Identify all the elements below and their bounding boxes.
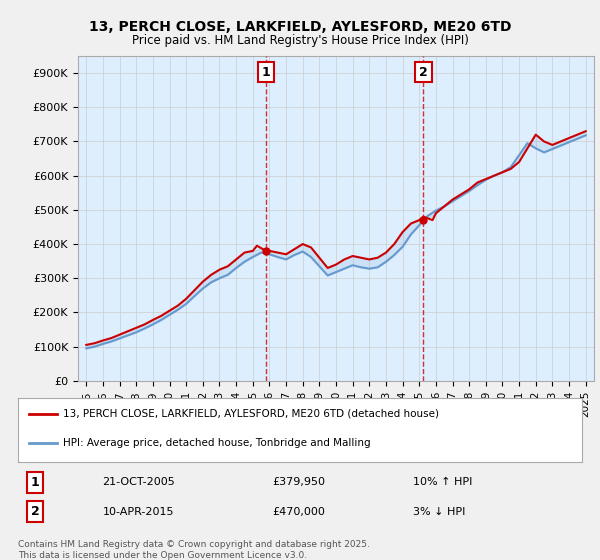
Text: Price paid vs. HM Land Registry's House Price Index (HPI): Price paid vs. HM Land Registry's House … bbox=[131, 34, 469, 46]
Text: 10-APR-2015: 10-APR-2015 bbox=[103, 507, 174, 517]
Text: 3% ↓ HPI: 3% ↓ HPI bbox=[413, 507, 465, 517]
Text: 13, PERCH CLOSE, LARKFIELD, AYLESFORD, ME20 6TD (detached house): 13, PERCH CLOSE, LARKFIELD, AYLESFORD, M… bbox=[63, 409, 439, 419]
Text: 13, PERCH CLOSE, LARKFIELD, AYLESFORD, ME20 6TD: 13, PERCH CLOSE, LARKFIELD, AYLESFORD, M… bbox=[89, 20, 511, 34]
Text: 2: 2 bbox=[31, 505, 39, 518]
Text: 2: 2 bbox=[419, 66, 428, 79]
Text: £470,000: £470,000 bbox=[272, 507, 325, 517]
Text: 1: 1 bbox=[31, 476, 39, 489]
Text: Contains HM Land Registry data © Crown copyright and database right 2025.
This d: Contains HM Land Registry data © Crown c… bbox=[18, 540, 370, 560]
Text: 21-OCT-2005: 21-OCT-2005 bbox=[103, 477, 175, 487]
Text: HPI: Average price, detached house, Tonbridge and Malling: HPI: Average price, detached house, Tonb… bbox=[63, 438, 371, 447]
Text: 1: 1 bbox=[262, 66, 271, 79]
Text: 10% ↑ HPI: 10% ↑ HPI bbox=[413, 477, 472, 487]
Text: £379,950: £379,950 bbox=[272, 477, 325, 487]
